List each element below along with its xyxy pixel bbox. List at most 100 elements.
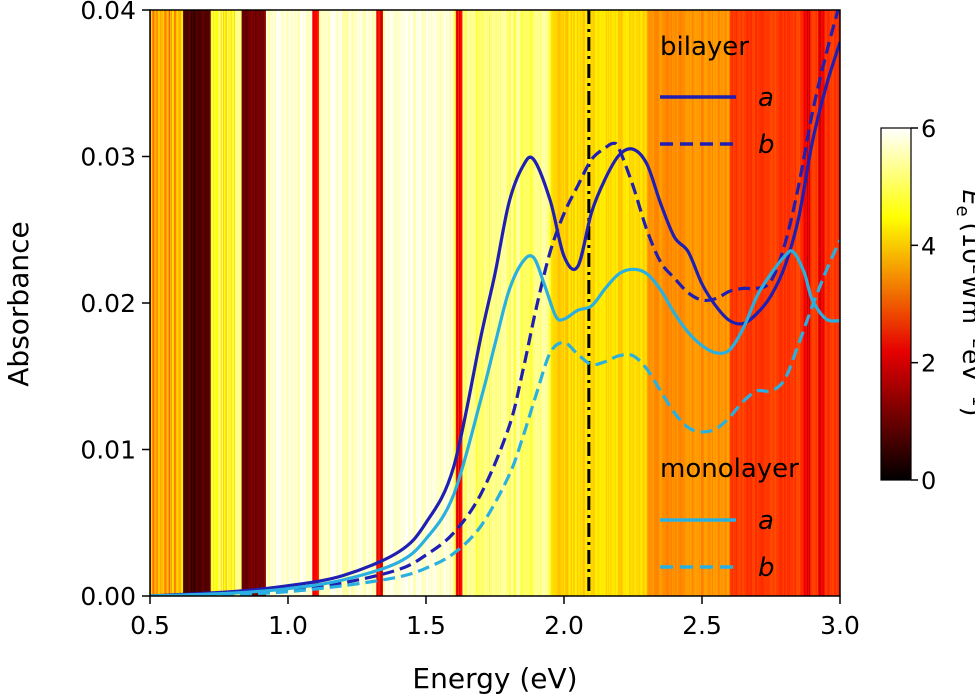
spectrum-stripe [225, 10, 227, 596]
spectrum-stripe [365, 10, 367, 596]
spectrum-stripe [252, 10, 255, 596]
spectrum-stripe [531, 10, 534, 596]
spectrum-stripe [833, 10, 836, 596]
spectrum-stripe [154, 10, 157, 596]
spectrum-stripe [780, 10, 783, 596]
spectrum-stripe [393, 10, 396, 596]
spectrum-stripe [412, 10, 415, 596]
spectrum-stripe [576, 10, 578, 596]
spectrum-stripe [206, 10, 208, 596]
spectrum-stripe [718, 10, 721, 596]
spectrum-stripe [175, 10, 178, 596]
colorbar-tick-label: 2 [921, 350, 936, 378]
spectrum-stripe [185, 10, 188, 596]
spectrum-stripe [347, 10, 350, 596]
spectrum-stripe [302, 10, 305, 596]
spectrum-stripe [458, 10, 460, 596]
spectrum-stripe [376, 10, 379, 596]
spectrum-stripe [235, 10, 237, 596]
spectrum-stripe [799, 10, 801, 596]
spectrum-stripe [497, 10, 500, 596]
spectrum-stripe [329, 10, 332, 596]
spectrum-stripe [251, 10, 254, 596]
spectrum-stripe [190, 10, 193, 596]
spectrum-stripe [238, 10, 241, 596]
spectrum-stripe [650, 10, 652, 596]
spectrum-stripe [826, 10, 829, 596]
spectrum-stripe [261, 10, 264, 596]
spectrum-stripe [754, 10, 757, 596]
spectrum-stripe [385, 10, 387, 596]
spectrum-stripe [249, 10, 252, 596]
spectrum-stripe [795, 10, 798, 596]
spectrum-stripe [715, 10, 717, 596]
spectrum-stripe [379, 10, 382, 596]
spectrum-stripe [803, 10, 806, 596]
spectrum-stripe [202, 10, 205, 596]
spectrum-stripe [408, 10, 411, 596]
spectrum-stripe [702, 10, 704, 596]
spectrum-stripe [198, 10, 201, 596]
spectrum-stripe [207, 10, 210, 596]
spectrum-stripe [321, 10, 323, 596]
spectrum-stripe [380, 10, 383, 596]
spectrum-stripe [421, 10, 424, 596]
spectrum-stripe [240, 10, 243, 596]
spectrum-stripe [522, 10, 524, 596]
spectrum-stripe [724, 10, 726, 596]
spectrum-stripe [825, 10, 828, 596]
spectrum-stripe [177, 10, 180, 596]
spectrum-stripe [449, 10, 451, 596]
colorbar-tick-label: 4 [921, 232, 936, 260]
spectrum-stripe [308, 10, 311, 596]
spectrum-stripe [434, 10, 437, 596]
spectrum-stripe [817, 10, 820, 596]
spectrum-stripe [430, 10, 433, 596]
spectrum-stripe [342, 10, 344, 596]
spectrum-stripe [407, 10, 409, 596]
spectrum-stripe [732, 10, 735, 596]
spectrum-stripe [600, 10, 603, 596]
spectrum-stripe [264, 10, 267, 596]
spectrum-stripe [641, 10, 643, 596]
series-line-bilayer-a [150, 41, 840, 596]
colorbar-title-mid2: eV [957, 349, 975, 381]
spectrum-stripe [441, 10, 444, 596]
spectrum-stripe [781, 10, 784, 596]
spectrum-stripe [335, 10, 338, 596]
spectrum-stripe [273, 10, 276, 596]
spectrum-stripe [750, 10, 753, 596]
spectrum-stripe [291, 10, 294, 596]
x-tick-label: 1.0 [268, 611, 308, 640]
spectrum-stripe [699, 10, 702, 596]
spectrum-stripe [694, 10, 696, 596]
spectrum-stripe [268, 10, 270, 596]
spectrum-stripe [837, 10, 840, 596]
spectrum-stripe [567, 10, 570, 596]
spectrum-stripe [506, 10, 509, 596]
spectrum-stripe [614, 10, 617, 596]
spectrum-stripe [461, 10, 464, 596]
series-line-bilayer-b [150, 10, 840, 596]
spectrum-stripe [571, 10, 574, 596]
spectrum-stripe [255, 10, 258, 596]
spectrum-stripe [624, 10, 627, 596]
spectrum-stripe [782, 10, 785, 596]
spectrum-stripe [244, 10, 247, 596]
spectrum-stripe [507, 10, 510, 596]
spectrum-stripe [398, 10, 401, 596]
spectrum-stripe [209, 10, 212, 596]
spectrum-stripe [283, 10, 286, 596]
spectrum-stripe [320, 10, 322, 596]
spectrum-stripe [259, 10, 261, 596]
spectrum-stripe [460, 10, 462, 596]
spectrum-stripe [612, 10, 615, 596]
spectrum-stripe [830, 10, 832, 596]
colorbar-title-mid: Wm [957, 275, 975, 324]
spectrum-stripe [805, 10, 808, 596]
spectrum-stripe [387, 10, 390, 596]
spectrum-stripe [501, 10, 503, 596]
spectrum-stripe [655, 10, 658, 596]
spectrum-stripe [194, 10, 196, 596]
